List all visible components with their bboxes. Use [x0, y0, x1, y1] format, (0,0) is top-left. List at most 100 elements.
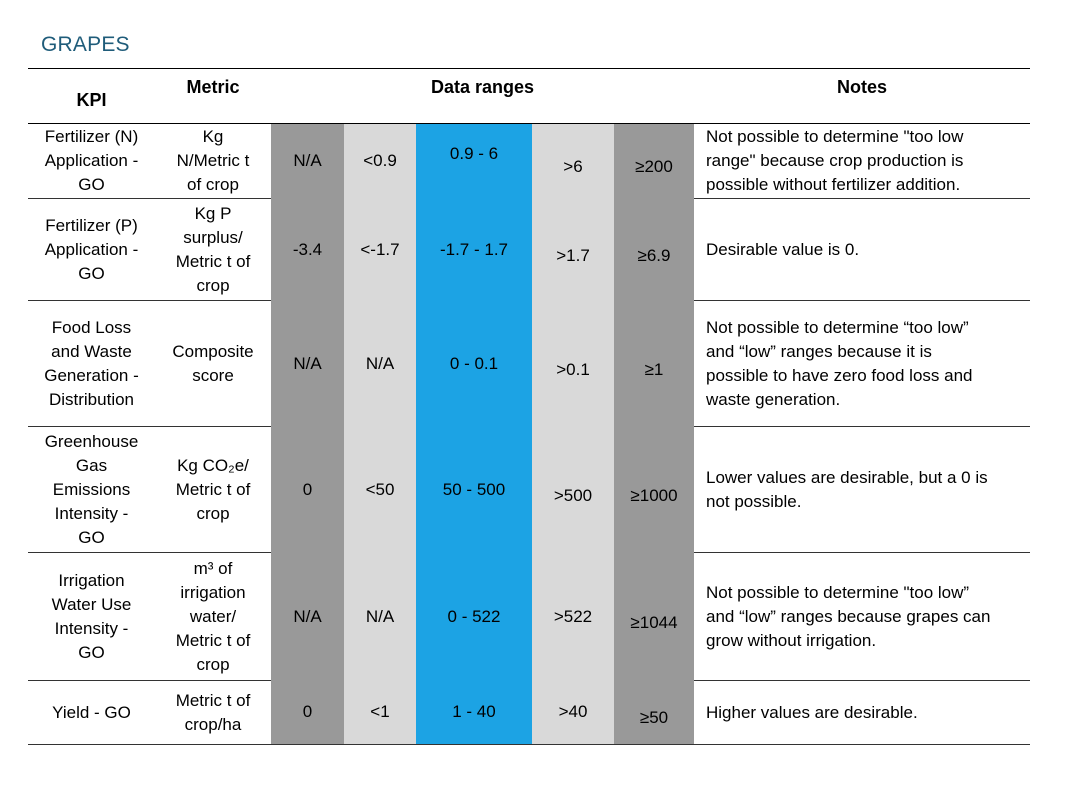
text-line: Lower values are desirable, but a 0 is: [706, 467, 988, 487]
range-high-value: >500: [553, 485, 593, 505]
text-line: surplus/: [183, 227, 243, 247]
text-line: not possible.: [706, 491, 802, 511]
range-too-low-value: 0: [302, 702, 313, 722]
header-data-ranges: Data ranges: [271, 68, 694, 124]
range-too-high-cell: ≥1: [614, 300, 694, 427]
range-too-high-cell: ≥200: [614, 123, 694, 199]
range-desirable-cell: -1.7 - 1.7: [416, 198, 532, 301]
range-low-value: <1: [370, 702, 390, 722]
text-line: Desirable value is 0.: [706, 239, 860, 259]
range-low-value: <-1.7: [360, 239, 400, 259]
text-line: m³ of: [193, 558, 233, 578]
text-line: Distribution: [48, 389, 135, 409]
range-high-value: >0.1: [556, 359, 590, 379]
text-line: Metric t of: [175, 251, 251, 271]
range-low-cell: <50: [344, 426, 416, 553]
range-too-low-cell: N/A: [271, 552, 344, 681]
kpi-cell: Fertilizer (N) Application - GO: [28, 123, 155, 199]
notes-cell: Lower values are desirable, but a 0 is no…: [694, 426, 1030, 553]
text-line: range" because crop production is: [706, 151, 964, 170]
text-line: Not possible to determine “too low”: [706, 317, 969, 337]
table-row: Irrigation Water Use Intensity - GO m³ of irr…: [28, 552, 1030, 681]
range-too-high-cell: ≥6.9: [614, 198, 694, 301]
text-line: Fertilizer (P): [45, 215, 138, 235]
text-line: possible to have zero food loss and: [706, 365, 973, 385]
range-desirable-value: 1 - 40: [452, 702, 496, 722]
metric-cell: Kg P surplus/Metric t of crop: [155, 198, 271, 301]
notes-cell: Desirable value is 0.: [694, 198, 1030, 301]
header-kpi: KPI: [28, 68, 155, 124]
metric-cell: Metric t of crop/ha: [155, 680, 271, 745]
table-row: Yield - GO Metric t of crop/ha 0 <1 1 - 40 >40…: [28, 680, 1030, 745]
kpi-cell: Yield - GO: [28, 680, 155, 745]
metric-cell: Kg CO₂e/Metric t of crop: [155, 426, 271, 553]
page-title: GRAPES: [41, 33, 130, 56]
range-desirable-value: 0 - 0.1: [449, 353, 499, 373]
kpi-cell: Fertilizer (P) Application - GO: [28, 198, 155, 301]
text-line: Metric t of: [175, 630, 251, 650]
range-too-high-cell: ≥1000: [614, 426, 694, 553]
text-line: Metric t of: [175, 690, 251, 710]
text-line: Emissions: [52, 479, 131, 499]
text-line: Application -: [44, 151, 139, 170]
text-line: grow without irrigation.: [706, 630, 877, 650]
range-low-cell: N/A: [344, 552, 416, 681]
text-line: N/Metric t: [176, 151, 250, 170]
range-desirable-cell: 0 - 0.1: [416, 300, 532, 427]
range-high-cell: >500: [532, 426, 614, 553]
range-desirable-cell: 1 - 40: [416, 680, 532, 745]
range-too-high-value: ≥1000: [630, 485, 678, 505]
text-line: and “low” ranges because it is: [706, 341, 932, 361]
text-line: Kg CO₂e/: [177, 455, 249, 475]
range-low-value: N/A: [365, 606, 395, 626]
text-line: GO: [78, 175, 105, 194]
text-line: Not possible to determine "too low”: [706, 582, 970, 602]
range-low-cell: <1: [344, 680, 416, 745]
range-too-low-cell: N/A: [271, 123, 344, 199]
range-high-value: >1.7: [556, 245, 590, 265]
range-too-low-value: N/A: [293, 151, 322, 171]
text-line: possible without fertilizer addition.: [706, 175, 961, 194]
notes-cell: Not possible to determine "too low” and “…: [694, 552, 1030, 681]
text-line: Irrigation: [58, 570, 125, 590]
range-low-value: <50: [365, 479, 395, 499]
text-line: crop: [196, 654, 230, 674]
range-too-low-value: 0: [302, 479, 313, 499]
text-line: of crop: [187, 175, 239, 194]
header-metric: Metric: [155, 68, 271, 124]
text-line: Kg P: [194, 203, 232, 223]
range-too-low-cell: 0: [271, 426, 344, 553]
text-line: crop: [196, 275, 230, 295]
range-high-cell: >1.7: [532, 198, 614, 301]
text-line: Greenhouse: [44, 431, 139, 451]
header-row: KPI Metric Data ranges Notes: [28, 68, 1030, 124]
text-line: Not possible to determine "too low: [706, 127, 964, 146]
metric-cell: m³ of irrigation water/Metric t of crop: [155, 552, 271, 681]
range-too-low-value: N/A: [293, 353, 322, 373]
kpi-table: KPI Metric Data ranges Notes Fertilizer …: [28, 68, 1030, 745]
text-line: Gas: [75, 455, 108, 475]
range-high-cell: >40: [532, 680, 614, 745]
notes-cell: Not possible to determine “too low” and “…: [694, 300, 1030, 427]
text-line: water/: [189, 606, 237, 626]
table-row: Fertilizer (N) Application - GO Kg N/Metric …: [28, 123, 1030, 199]
range-low-cell: <0.9: [344, 123, 416, 199]
kpi-cell: Irrigation Water Use Intensity - GO: [28, 552, 155, 681]
text-line: Application -: [44, 239, 139, 259]
range-high-value: >40: [558, 702, 588, 722]
range-too-low-value: N/A: [293, 606, 322, 626]
table-row: Greenhouse Gas Emissions Intensity - GO Kg CO…: [28, 426, 1030, 553]
text-line: score: [192, 365, 234, 385]
range-low-value: N/A: [365, 353, 395, 373]
range-too-high-value: ≥1044: [630, 612, 678, 632]
range-too-low-cell: -3.4: [271, 198, 344, 301]
text-line: Generation -: [44, 365, 139, 385]
text-line: irrigation: [180, 582, 246, 602]
range-low-cell: N/A: [344, 300, 416, 427]
metric-cell: Composite score: [155, 300, 271, 427]
text-line: GO: [78, 263, 105, 283]
text-line: crop: [196, 503, 230, 523]
text-line: GO: [78, 642, 105, 662]
text-line: Fertilizer (N): [44, 127, 139, 146]
range-high-cell: >0.1: [532, 300, 614, 427]
